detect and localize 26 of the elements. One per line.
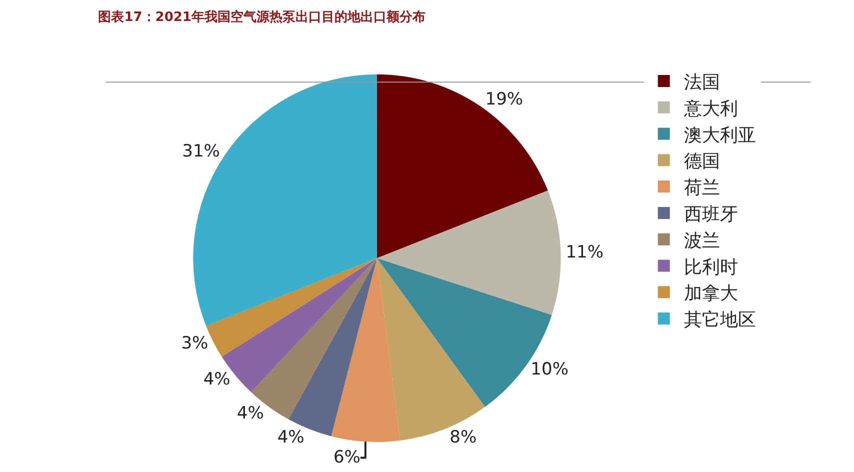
data-label: 31% xyxy=(182,142,220,162)
legend-label: 荷兰 xyxy=(684,178,720,199)
legend-label: 德国 xyxy=(684,151,720,172)
data-label: 6% xyxy=(333,448,360,468)
data-label: 3% xyxy=(181,334,208,354)
legend-label: 加拿大 xyxy=(684,283,738,304)
data-label: 8% xyxy=(450,428,477,448)
legend-label: 比利时 xyxy=(684,256,738,278)
legend-label: 法国 xyxy=(684,72,720,93)
pie-slice xyxy=(331,258,400,442)
data-label: 19% xyxy=(485,89,524,110)
data-label: 11% xyxy=(566,242,604,262)
legend-label: 其它地区 xyxy=(684,310,756,331)
legend-label: 西班牙 xyxy=(684,204,738,225)
legend-label: 意大利 xyxy=(682,98,738,120)
pie-slice xyxy=(376,74,548,258)
pie-slice xyxy=(376,190,561,315)
data-label: 4% xyxy=(277,428,304,448)
legend-label: 波兰 xyxy=(684,230,720,252)
data-label: 4% xyxy=(203,369,230,390)
data-label: 4% xyxy=(236,403,264,424)
legend-label: 澳大利亚 xyxy=(684,124,756,146)
data-label: 10% xyxy=(530,360,568,380)
chart-title: 图表17：2021年我国空气源热泵出口目的地出口额分布 xyxy=(98,8,426,25)
pie-slice xyxy=(376,258,486,441)
pie-slice xyxy=(206,258,377,357)
